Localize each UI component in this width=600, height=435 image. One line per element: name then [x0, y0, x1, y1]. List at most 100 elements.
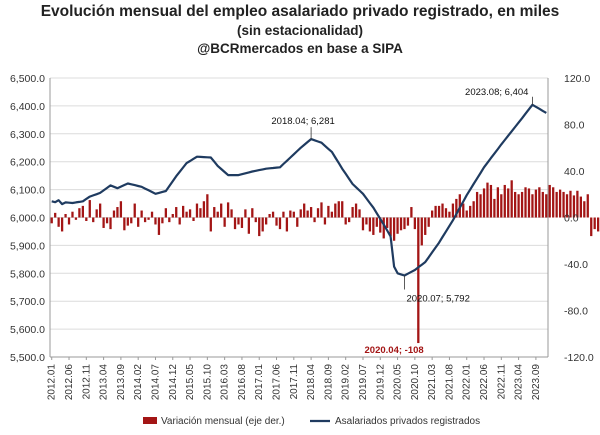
variation-bar [493, 198, 496, 218]
x-tick-label: 2018.04 [306, 364, 317, 401]
variation-bar [150, 211, 154, 218]
variation-bar [520, 191, 524, 218]
variation-bar [102, 217, 105, 228]
y2-tick-label: 0.0 [564, 213, 579, 225]
variation-bar [472, 201, 475, 218]
x-tick-label: 2022.01 [462, 364, 473, 401]
variation-bar [507, 188, 510, 218]
variation-bar [334, 203, 337, 218]
y-tick-label: 6,400.0 [10, 101, 45, 113]
employment-series-line [51, 103, 547, 277]
x-tick-label: 2014.07 [150, 364, 161, 401]
variation-bar [597, 217, 600, 232]
variation-bar [358, 209, 361, 218]
variation-bar [406, 217, 410, 226]
variation-bar [195, 203, 199, 218]
variation-bar [123, 217, 126, 231]
x-tick-label: 2017.11 [289, 364, 300, 400]
legend-label-bars: Variación mensual (eje der.) [161, 416, 285, 427]
variation-bar [199, 208, 202, 218]
variation-bar [420, 217, 423, 246]
variation-bar [361, 217, 365, 231]
x-tick-label: 2019.02 [341, 364, 352, 401]
variation-bar [157, 217, 161, 235]
variation-bar [71, 211, 74, 218]
variation-bar [81, 205, 84, 218]
variation-bar [531, 194, 534, 218]
variation-bar [389, 217, 392, 237]
variation-bar [341, 201, 344, 218]
variation-bar [143, 217, 147, 223]
variation-bar [303, 203, 306, 218]
variation-bar [590, 217, 593, 237]
x-tick-label: 2021.03 [427, 364, 438, 401]
variation-bar [109, 217, 112, 230]
variation-bar [137, 217, 140, 227]
variation-bar [555, 191, 558, 218]
variation-bar [130, 217, 133, 224]
variation-bar [344, 217, 347, 225]
annotation-peak-2018: 2018.04; 6,281 [271, 116, 334, 127]
y2-tick-label: -120.0 [564, 352, 594, 364]
annotation-trough-2020: 2020.07; 5,792 [406, 294, 469, 305]
x-axis-ticks: 2012.01 2012.06 2012.11 2013.04 2013.09 2014.… [47, 357, 542, 400]
gridlines [49, 77, 549, 358]
y-tick-label: 6,500.0 [10, 73, 45, 85]
variation-bar [251, 208, 254, 218]
variation-bar [386, 217, 389, 228]
variation-bar [254, 217, 257, 223]
variation-bar [548, 184, 551, 218]
variation-bar [285, 217, 289, 232]
x-tick-label: 2023.04 [514, 364, 525, 401]
variation-bar [565, 194, 569, 218]
x-tick-label: 2020.05 [393, 364, 404, 401]
variation-bar [337, 201, 340, 218]
variation-bar [558, 189, 562, 218]
x-tick-label: 2015.10 [202, 364, 213, 401]
variation-bar [365, 217, 368, 225]
x-tick-label: 2014.02 [133, 364, 144, 401]
variation-bar [233, 217, 237, 230]
variation-bar [427, 217, 430, 227]
y-tick-label: 6,300.0 [10, 129, 45, 141]
y2-tick-label: -40.0 [564, 259, 588, 271]
chart-title: Evolución mensual del empleo asalariado … [40, 3, 560, 20]
left-axis-ticks: 6,500.0 6,400.0 6,300.0 6,200.0 6,100.0 6,000… [10, 73, 45, 364]
variation-bar [545, 194, 548, 218]
variation-bar [185, 211, 188, 218]
variation-bar [434, 205, 437, 218]
variation-bar [299, 209, 302, 218]
x-tick-label: 2018.09 [323, 364, 334, 401]
x-tick-label: 2012.11 [81, 364, 92, 400]
variation-bar [64, 214, 67, 218]
x-tick-label: 2022.11 [496, 364, 507, 400]
x-tick-label: 2014.12 [168, 364, 179, 401]
variation-bar [178, 217, 181, 225]
variation-bar [396, 217, 399, 234]
y-tick-label: 6,200.0 [10, 157, 45, 169]
variation-bar [258, 217, 261, 237]
x-tick-label: 2017.06 [272, 364, 283, 401]
variation-bar [133, 203, 136, 218]
variation-bar [372, 217, 375, 235]
variation-bar [375, 217, 378, 227]
variation-bar [164, 208, 167, 218]
x-tick-label: 2017.01 [254, 364, 265, 401]
variation-bar [237, 217, 240, 225]
variation-bar [593, 217, 596, 230]
variation-bar [95, 209, 98, 218]
variation-bar [261, 217, 264, 232]
variation-bar [486, 182, 489, 218]
variation-bar [579, 196, 582, 218]
x-tick-label: 2012.01 [47, 364, 58, 401]
variation-bar [140, 210, 143, 218]
y2-tick-label: 80.0 [564, 120, 585, 132]
variation-bar [268, 214, 271, 218]
variation-bar [503, 184, 506, 218]
variation-bar [161, 217, 164, 224]
variation-bar [182, 205, 185, 218]
variation-bar [275, 217, 278, 226]
annotations: 2018.04; 6,281 2023.08; 6,404 2020.07; 5,7… [271, 87, 533, 356]
variation-bar [462, 203, 465, 218]
variation-bar [510, 180, 513, 218]
